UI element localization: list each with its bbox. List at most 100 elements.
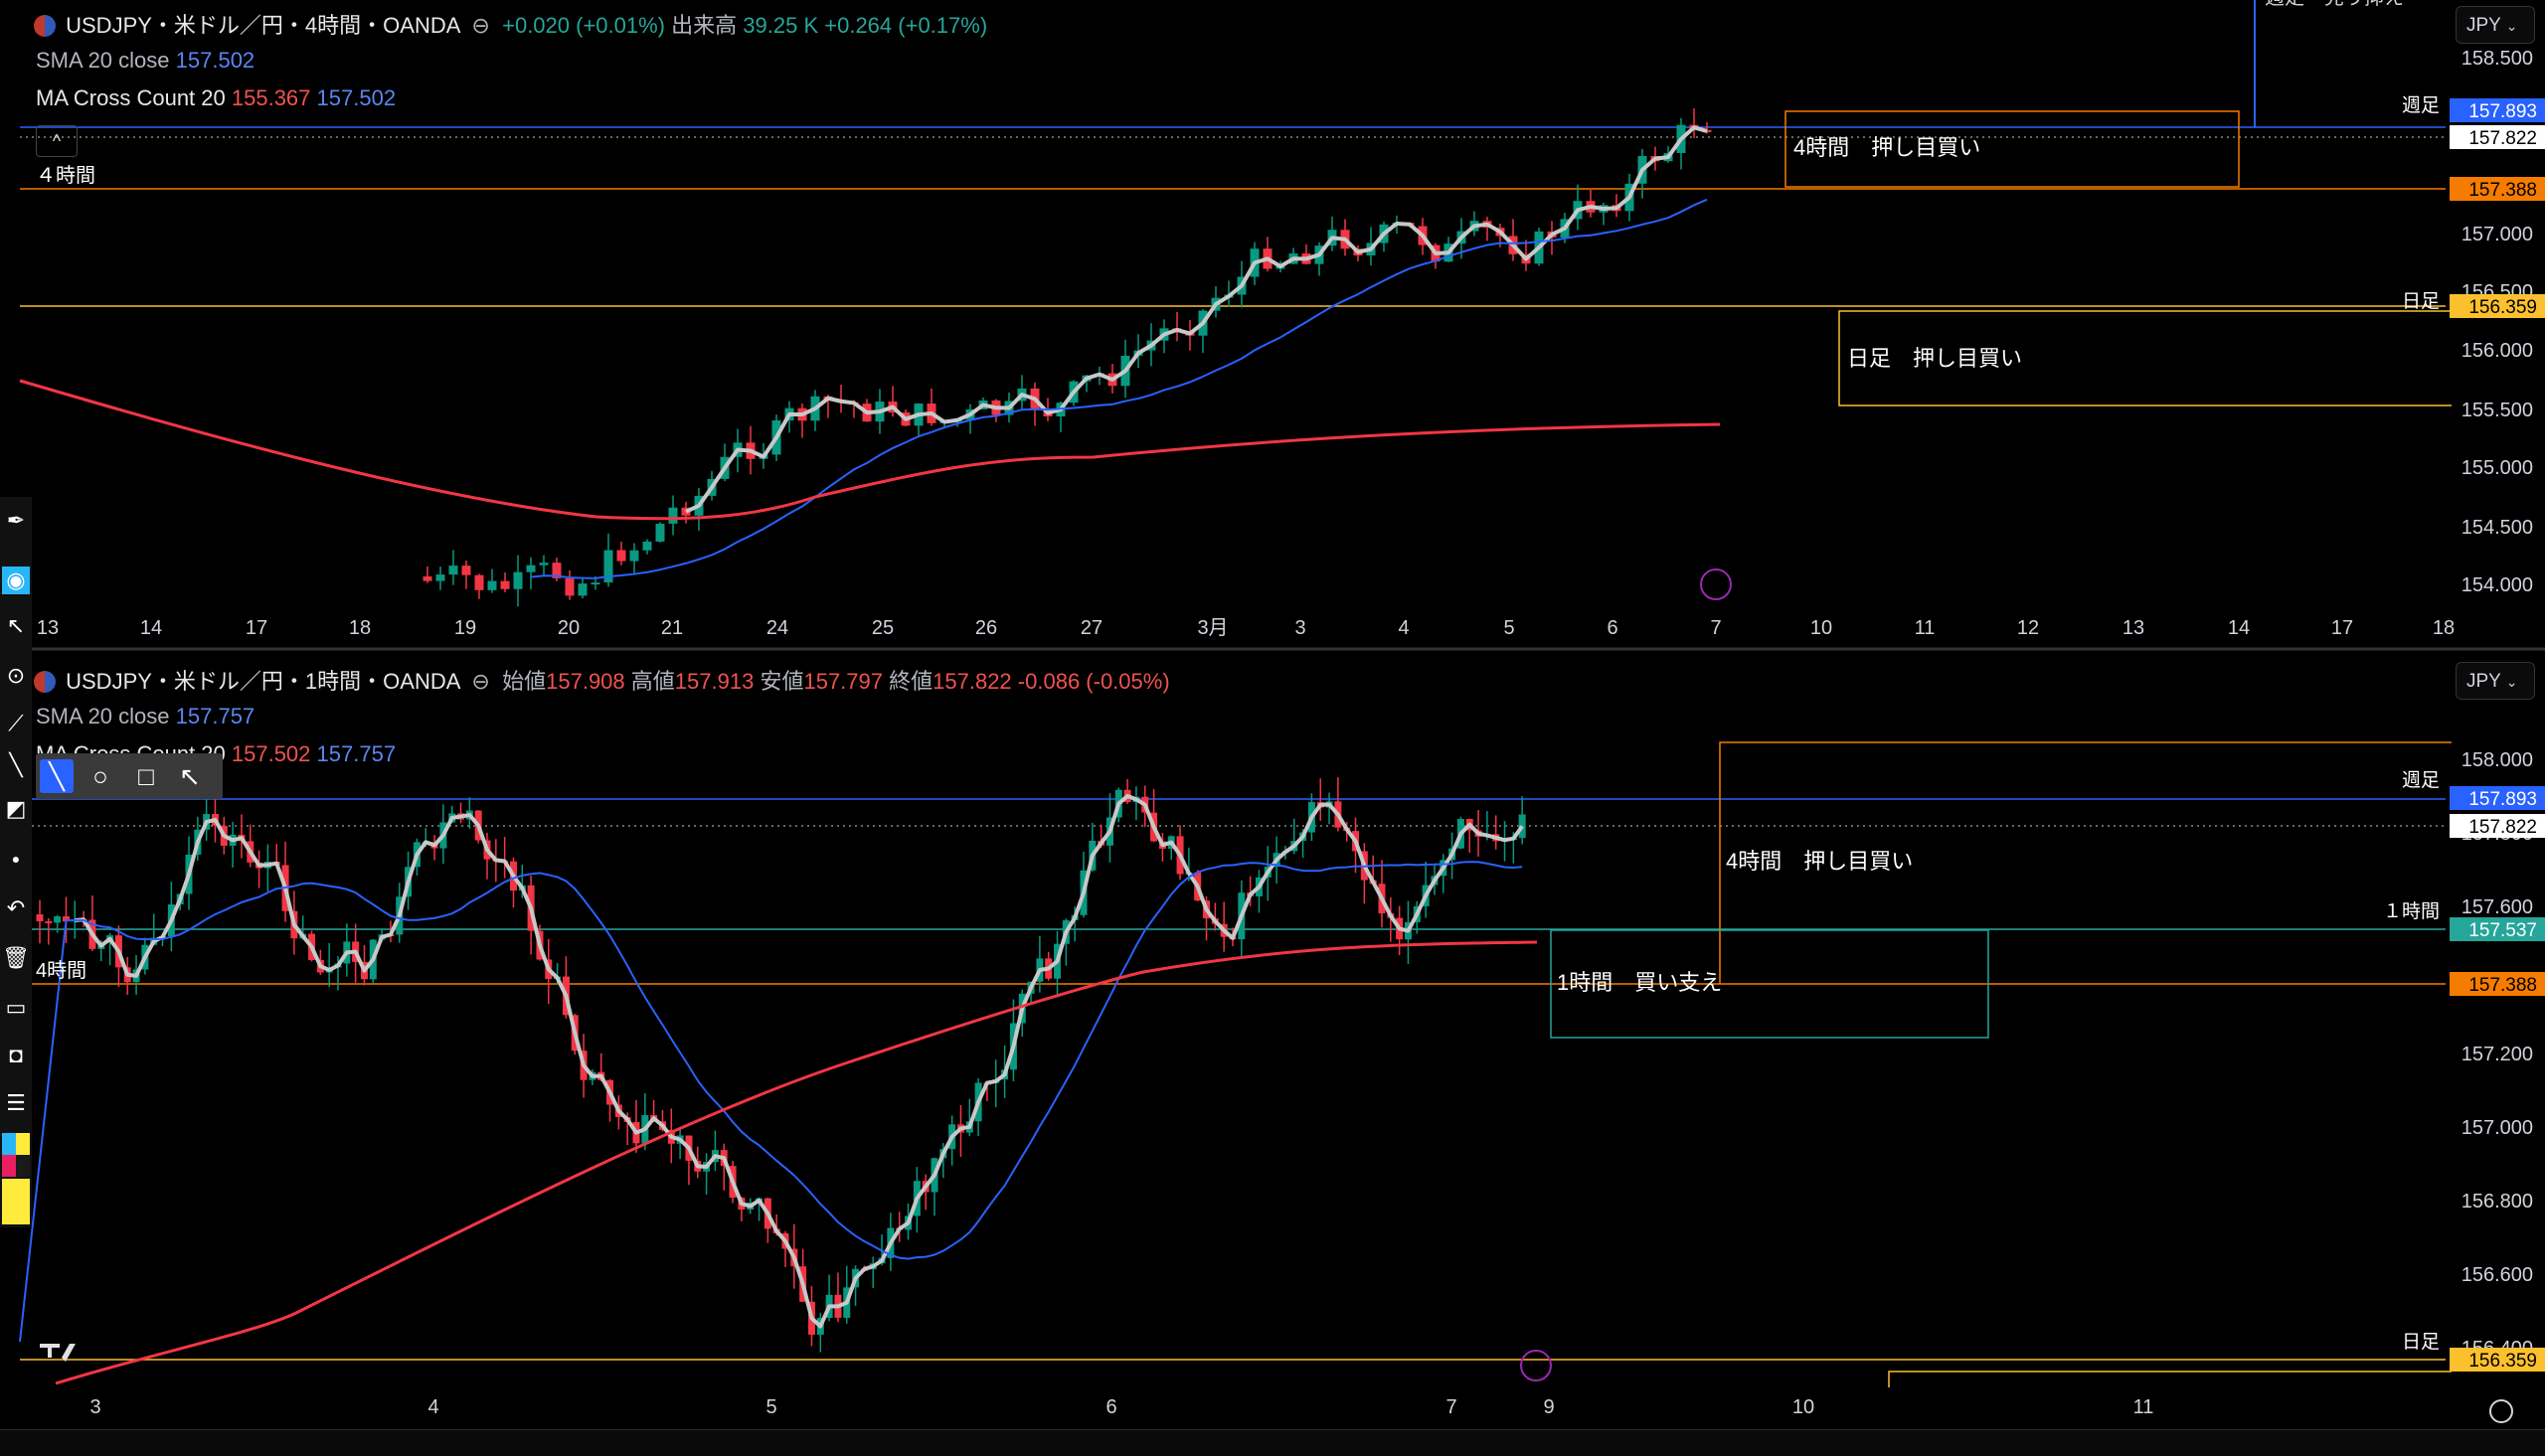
price-axis-label: 156.800 — [2461, 1191, 2533, 1213]
h4-zone-box[interactable] — [1784, 110, 2240, 188]
price-tag-label: 日足 — [2402, 1332, 2440, 1353]
eraser-icon[interactable]: ◩ — [5, 796, 27, 821]
highlight-color-icon[interactable] — [2, 1179, 30, 1224]
chart-canvas-4h[interactable]: 157.000156.500156.000155.500155.000154.5… — [0, 0, 2545, 651]
legend-sma[interactable]: SMA 20 close 157.757 — [36, 704, 254, 729]
alert-icon[interactable] — [1700, 568, 1732, 600]
time-axis-label: 18 — [349, 617, 371, 639]
price-axis-label: 155.500 — [2461, 400, 2533, 421]
time-axis-label: 6 — [1105, 1396, 1116, 1418]
price-axis-label: 157.000 — [2461, 224, 2533, 245]
candle-body — [668, 507, 678, 524]
symbol-title[interactable]: USDJPY・米ドル／円・4時間・OANDA — [66, 13, 460, 38]
candle-body — [448, 566, 458, 575]
time-axis-label: 4 — [427, 1396, 438, 1418]
macc-value-1: 155.367 — [231, 85, 311, 110]
time-axis-label: 7 — [1445, 1396, 1456, 1418]
ruler-icon[interactable]: ⟋ — [8, 711, 24, 735]
time-axis-label: 17 — [246, 617, 267, 639]
undo-icon[interactable]: ↶ — [6, 895, 26, 920]
arrow-tool-icon[interactable]: ↖ — [179, 761, 201, 791]
cursor-icon[interactable]: ↖ — [6, 613, 26, 638]
time-axis-label: 11 — [1915, 617, 1936, 639]
time-axis-label: 20 — [558, 617, 580, 639]
close-label: 終値 — [889, 669, 933, 694]
price-tag-label: 週足 — [2402, 769, 2440, 791]
list-icon[interactable]: ☰ — [6, 1090, 26, 1115]
volume-change: +0.264 (+0.17%) — [824, 13, 988, 38]
long-ma-line — [19, 379, 1721, 521]
settings-dot-icon[interactable]: ⊖ — [465, 669, 496, 694]
price-tag-value: 157.388 — [2468, 975, 2537, 996]
legend-macc[interactable]: MA Cross Count 20 155.367 157.502 — [36, 85, 396, 111]
line-icon[interactable]: ╲ — [9, 752, 23, 777]
alert-icon[interactable] — [1520, 1350, 1552, 1381]
settings-dot-icon[interactable]: ⊖ — [465, 13, 496, 38]
legend-sma[interactable]: SMA 20 close 157.502 — [36, 48, 254, 74]
candle-body — [616, 550, 626, 562]
time-axis-label: 5 — [765, 1396, 776, 1418]
flag-icon — [34, 15, 56, 37]
legend-collapse-button[interactable]: ^ — [36, 125, 78, 157]
magnet-icon[interactable]: ⊙ — [6, 663, 26, 688]
candle-body — [45, 920, 53, 923]
chart-pane-4h[interactable]: 157.000 156.500 156.000 155.500 155.000 154.5… — [0, 0, 2545, 651]
price-tag — [2450, 814, 2545, 838]
price-tag — [2450, 786, 2545, 810]
sma-value: 157.757 — [175, 704, 255, 728]
time-axis-label: 19 — [454, 617, 476, 639]
h4-zone-label: 4時間 押し目買い — [1793, 135, 1980, 160]
price-tag — [2450, 294, 2545, 318]
candle-body — [591, 582, 600, 585]
circle-tool-icon[interactable]: ○ — [92, 761, 108, 791]
time-axis-label: 7 — [1710, 617, 1721, 639]
settings-gear-icon[interactable] — [2489, 1399, 2513, 1423]
pen-icon[interactable]: ✒ — [6, 508, 26, 533]
sma-line — [19, 861, 1523, 1343]
timeframe-label: ４時間 — [36, 165, 95, 187]
symbol-title[interactable]: USDJPY・米ドル／円・1時間・OANDA — [66, 669, 460, 694]
currency-button[interactable]: JPY ⌄ — [2456, 6, 2535, 44]
daily-zone-box-edge[interactable] — [1888, 1371, 2452, 1387]
volume-value: 39.25 K — [743, 13, 819, 38]
price-tag — [2450, 177, 2545, 201]
color-swatch-icon[interactable] — [2, 1155, 30, 1177]
legend-symbol-row: USDJPY・米ドル／円・1時間・OANDA ⊖ 始値157.908 高値157… — [34, 664, 1170, 696]
candle-body — [500, 580, 510, 589]
candle-body — [54, 916, 62, 923]
screen-icon[interactable]: ▭ — [5, 995, 27, 1020]
h4-zone-box[interactable] — [1719, 741, 2452, 984]
time-axis-label: 26 — [975, 617, 997, 639]
daily-zone-box[interactable] — [1838, 310, 2452, 406]
macc-value-2: 157.502 — [316, 85, 397, 110]
chart-pane-1h[interactable]: 158.000157.800157.600157.400157.200157.0… — [0, 656, 2545, 1441]
time-axis-label: 13 — [37, 617, 59, 639]
price-tag-label: １時間 — [2383, 900, 2440, 922]
close-value: 157.822 — [933, 669, 1012, 694]
color-swatch-icon[interactable] — [2, 1133, 30, 1155]
time-axis-label: 3 — [1294, 617, 1305, 639]
candle-body — [423, 576, 432, 581]
h1-zone-label: 1時間 買い支え — [1557, 970, 1722, 995]
h1-zone-box[interactable] — [1550, 929, 1989, 1039]
rectangle-tool-icon[interactable]: □ — [138, 761, 154, 791]
chart-canvas-1h[interactable]: 158.000157.800157.600157.400157.200157.0… — [0, 656, 2545, 1441]
eye-icon[interactable]: ◉ — [2, 566, 30, 594]
dot-icon[interactable]: ● — [11, 851, 21, 867]
price-tag — [2450, 917, 2545, 941]
low-value: 157.797 — [803, 669, 883, 694]
chevron-down-icon: ⌄ — [2505, 18, 2518, 34]
open-label: 始値 — [502, 669, 547, 694]
time-axis-label: 10 — [1792, 1396, 1814, 1418]
time-axis-label: 12 — [2017, 617, 2039, 639]
daily-zone-label: 日足 押し目買い — [1847, 346, 2022, 371]
trash-icon[interactable]: 🗑 — [2, 945, 30, 970]
candle-body — [565, 577, 575, 596]
price-tag-value: 157.822 — [2468, 817, 2537, 838]
currency-button[interactable]: JPY ⌄ — [2456, 662, 2535, 700]
camera-icon[interactable]: ◘ — [9, 1043, 23, 1067]
price-axis-label: 156.600 — [2461, 1264, 2533, 1286]
drawing-toolbar: ╲ ○ □ ↖ — [36, 753, 223, 799]
price-tag-label: 日足 — [2402, 291, 2440, 312]
line-tool-icon[interactable]: ╲ — [40, 759, 74, 793]
